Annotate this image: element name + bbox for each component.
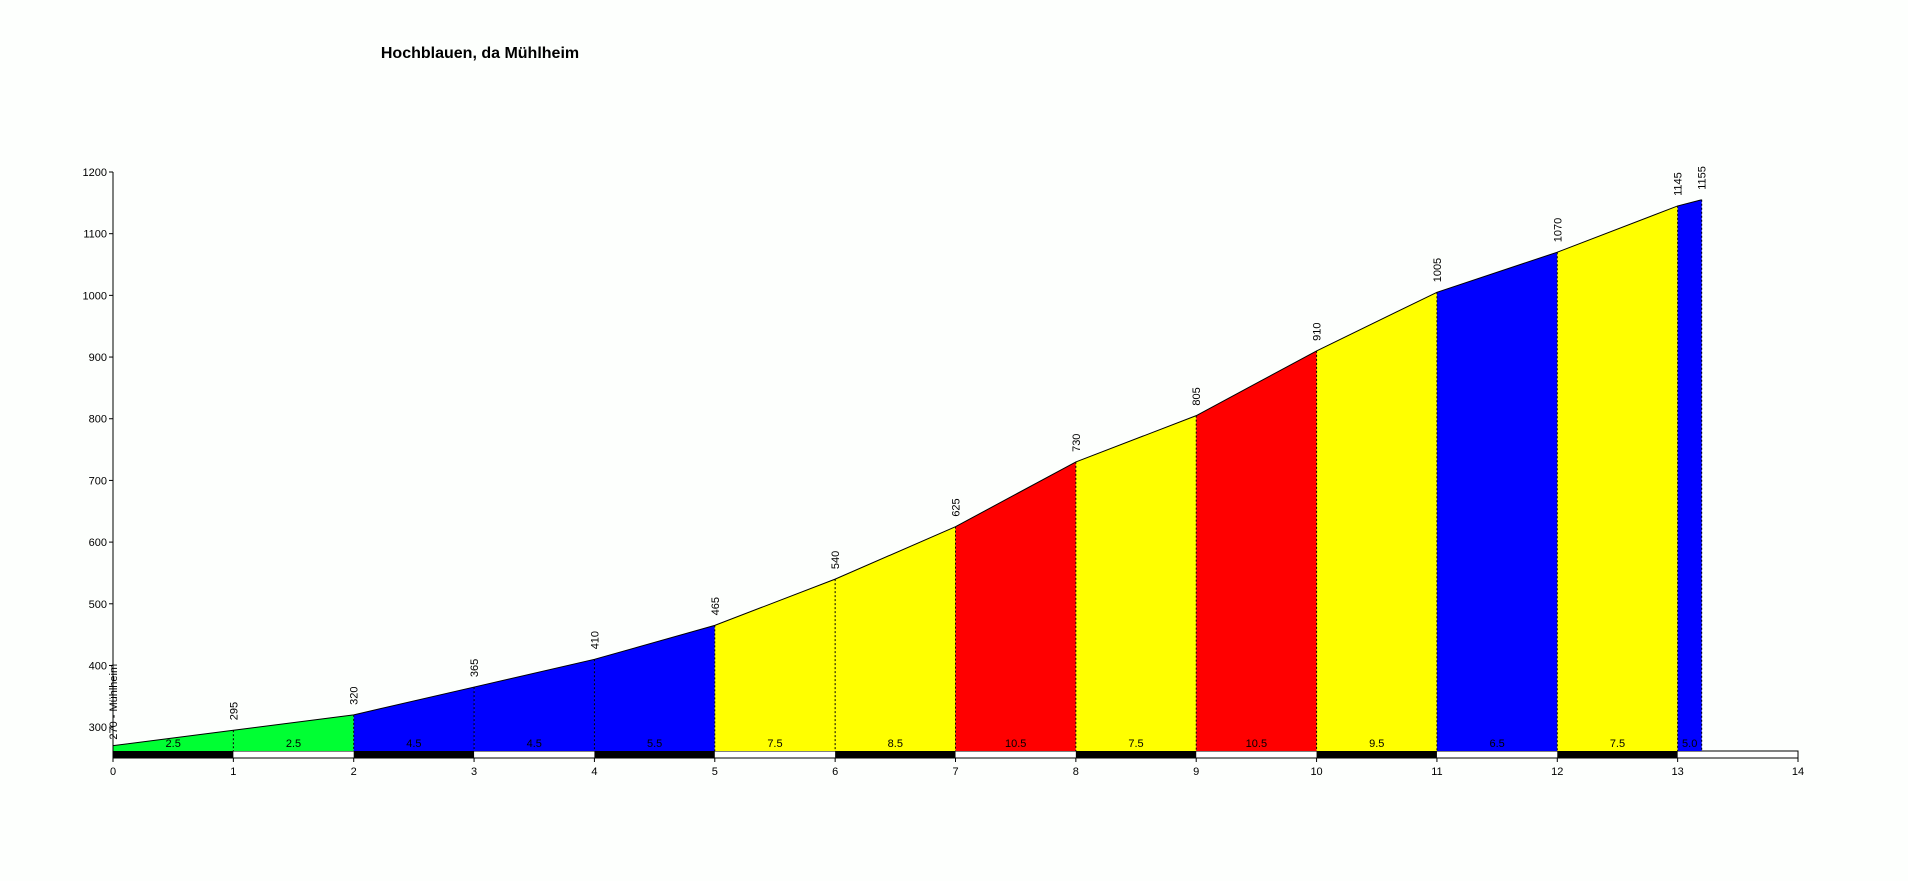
km-strip-block — [835, 751, 956, 758]
gradient-segment — [1196, 350, 1317, 751]
gradient-segment — [233, 714, 354, 751]
gradient-segment — [113, 730, 234, 751]
x-tick-label: 1 — [230, 766, 236, 778]
gradient-segment — [1075, 415, 1197, 751]
x-tick-label: 14 — [1792, 766, 1804, 778]
elevation-label: 1145 — [1673, 172, 1685, 196]
elevation-label: 1155 — [1697, 166, 1709, 190]
x-tick-label: 2 — [351, 766, 357, 778]
y-tick-label: 900 — [89, 352, 107, 364]
gradient-label: 10.5 — [1005, 738, 1026, 750]
gradient-segment — [1316, 292, 1437, 751]
gradient-segment — [1557, 205, 1678, 751]
elevation-label: 270 - Mühlheim — [108, 664, 120, 740]
elevation-label: 410 — [589, 631, 601, 649]
gradient-label: 2.5 — [286, 738, 301, 750]
y-tick-label: 1000 — [83, 290, 107, 302]
gradient-segment — [835, 526, 956, 751]
elevation-label: 320 — [349, 686, 361, 704]
elevation-label: 465 — [710, 597, 722, 615]
x-tick-label: 11 — [1431, 766, 1442, 778]
x-tick-label: 4 — [591, 766, 597, 778]
km-strip-block — [353, 751, 475, 758]
gradient-label: 4.5 — [527, 738, 542, 750]
x-tick-label: 12 — [1551, 766, 1563, 778]
elevation-label: 625 — [951, 498, 963, 516]
elevation-label: 730 — [1071, 434, 1083, 452]
y-tick-label: 1100 — [83, 229, 107, 241]
y-tick-label: 800 — [89, 414, 107, 426]
y-tick-label: 500 — [89, 599, 107, 611]
gradient-label: 7.5 — [767, 738, 782, 750]
y-tick-label: 400 — [89, 660, 107, 672]
gradient-segment — [594, 625, 715, 751]
x-tick-label: 0 — [110, 766, 116, 778]
gradient-label: 5.0 — [1682, 738, 1697, 750]
gradient-segment — [1436, 252, 1558, 752]
km-strip-block — [113, 751, 234, 758]
x-tick-label: 3 — [471, 766, 477, 778]
gradient-label: 8.5 — [888, 738, 903, 750]
gradient-label: 9.5 — [1369, 738, 1384, 750]
gradient-label: 6.5 — [1489, 738, 1504, 750]
elevation-label: 295 — [228, 702, 240, 720]
gradient-segment — [474, 659, 595, 751]
y-tick-label: 700 — [89, 475, 107, 487]
km-strip-block — [1075, 751, 1197, 758]
gradient-label: 7.5 — [1128, 738, 1143, 750]
km-strip-block — [1557, 751, 1678, 758]
elevation-label: 805 — [1191, 387, 1203, 405]
gradient-label: 5.5 — [647, 738, 662, 750]
elevation-label: 540 — [830, 551, 842, 569]
gradient-label: 4.5 — [406, 738, 421, 750]
profile-line — [112, 199, 1702, 747]
gradient-label: 2.5 — [166, 738, 181, 750]
elevation-label: 365 — [469, 659, 481, 677]
elevation-label: 1005 — [1432, 258, 1444, 282]
gradient-label: 7.5 — [1610, 738, 1625, 750]
y-tick-label: 600 — [89, 537, 107, 549]
x-tick-label: 8 — [1073, 766, 1079, 778]
gradient-segment — [714, 579, 836, 751]
x-tick-label: 5 — [712, 766, 718, 778]
gradient-segment — [955, 461, 1076, 751]
km-strip-block — [594, 751, 715, 758]
y-tick-label: 300 — [89, 722, 107, 734]
elevation-label: 1070 — [1552, 218, 1564, 242]
gradient-label: 10.5 — [1246, 738, 1267, 750]
elevation-label: 910 — [1312, 323, 1324, 341]
y-tick-label: 1200 — [83, 167, 107, 179]
x-tick-label: 9 — [1193, 766, 1199, 778]
chart-title: Hochblauen, da Mühlheim — [381, 45, 579, 62]
gradient-segment — [1677, 199, 1702, 752]
x-tick-label: 7 — [952, 766, 958, 778]
x-tick-label: 6 — [832, 766, 838, 778]
x-tick-label: 10 — [1310, 766, 1322, 778]
gradient-segment — [353, 687, 475, 751]
x-tick-label: 13 — [1672, 766, 1684, 778]
km-strip-block — [1316, 751, 1437, 758]
